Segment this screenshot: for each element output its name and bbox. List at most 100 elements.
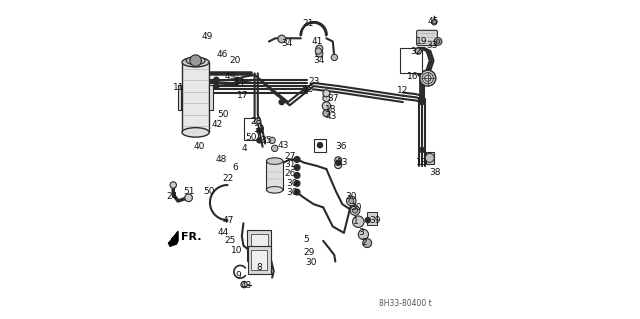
Text: 6: 6 <box>232 163 237 172</box>
Circle shape <box>190 55 202 66</box>
Circle shape <box>271 145 278 152</box>
Bar <box>367 212 377 225</box>
Text: 38: 38 <box>429 168 440 177</box>
Circle shape <box>365 218 371 223</box>
Circle shape <box>316 48 321 54</box>
Bar <box>252 249 268 271</box>
Circle shape <box>294 157 300 162</box>
Text: 30: 30 <box>287 179 298 188</box>
Text: 9: 9 <box>235 271 241 280</box>
Text: 50: 50 <box>245 133 257 142</box>
Text: 43: 43 <box>326 112 337 121</box>
Text: 18: 18 <box>325 105 337 114</box>
Circle shape <box>434 38 442 45</box>
Text: 1: 1 <box>353 217 358 226</box>
Ellipse shape <box>266 158 283 164</box>
Bar <box>178 85 181 110</box>
Text: 37: 37 <box>327 94 339 103</box>
Circle shape <box>294 181 300 186</box>
Text: 21: 21 <box>302 19 314 28</box>
Circle shape <box>294 189 300 195</box>
Text: 8H33-80400 t: 8H33-80400 t <box>379 299 432 308</box>
Text: 25: 25 <box>225 236 236 245</box>
Bar <box>182 62 209 132</box>
Circle shape <box>323 110 330 117</box>
Circle shape <box>420 70 436 86</box>
Text: 43: 43 <box>277 141 289 150</box>
Circle shape <box>255 118 261 124</box>
Circle shape <box>214 84 219 89</box>
Circle shape <box>353 208 358 213</box>
Circle shape <box>269 137 275 144</box>
Circle shape <box>420 100 424 105</box>
Text: 12: 12 <box>397 86 408 95</box>
Circle shape <box>170 182 177 188</box>
Text: 15: 15 <box>303 85 315 94</box>
Text: 30: 30 <box>346 192 357 201</box>
Circle shape <box>358 229 369 240</box>
Circle shape <box>350 206 360 215</box>
Text: 50: 50 <box>217 110 228 119</box>
Circle shape <box>316 45 323 52</box>
Text: 50: 50 <box>204 187 215 196</box>
Text: 4: 4 <box>241 144 247 153</box>
Bar <box>266 161 283 190</box>
Text: 32: 32 <box>410 47 421 56</box>
Ellipse shape <box>182 128 209 137</box>
Bar <box>209 85 213 110</box>
Text: 33: 33 <box>426 41 438 50</box>
Circle shape <box>278 35 285 43</box>
Text: 36: 36 <box>335 142 346 151</box>
Bar <box>314 139 326 152</box>
Circle shape <box>346 196 356 206</box>
Text: 16: 16 <box>407 72 419 81</box>
Circle shape <box>322 102 330 110</box>
Text: 43: 43 <box>240 281 252 290</box>
Text: 17: 17 <box>237 91 248 100</box>
Text: 22: 22 <box>222 174 233 183</box>
FancyBboxPatch shape <box>417 30 437 46</box>
Text: 44: 44 <box>217 228 228 237</box>
Text: FR.: FR. <box>181 232 202 242</box>
Text: 19: 19 <box>417 37 428 46</box>
Text: 3: 3 <box>358 228 364 237</box>
Circle shape <box>331 54 337 61</box>
Text: 13: 13 <box>417 158 428 167</box>
Text: 30: 30 <box>305 258 317 267</box>
Text: 23: 23 <box>308 77 319 86</box>
Circle shape <box>214 77 219 82</box>
Polygon shape <box>168 231 178 246</box>
Ellipse shape <box>186 56 205 64</box>
Text: 28: 28 <box>250 117 261 126</box>
Circle shape <box>335 157 342 164</box>
Bar <box>244 118 258 140</box>
Text: 49: 49 <box>202 32 213 41</box>
Text: 27: 27 <box>284 152 296 161</box>
Text: 46: 46 <box>217 50 228 59</box>
Text: 5: 5 <box>303 235 309 244</box>
Text: 34: 34 <box>314 56 325 65</box>
Text: 34: 34 <box>281 39 292 48</box>
Text: 51: 51 <box>184 187 195 196</box>
Circle shape <box>323 90 330 97</box>
Text: 39: 39 <box>369 216 381 225</box>
Text: 41: 41 <box>311 37 323 46</box>
Text: 14: 14 <box>234 78 245 87</box>
Circle shape <box>257 128 262 133</box>
Text: 49: 49 <box>225 72 236 81</box>
Text: 42: 42 <box>212 120 223 129</box>
Circle shape <box>316 50 323 57</box>
Circle shape <box>431 20 436 25</box>
Ellipse shape <box>266 187 283 193</box>
Circle shape <box>323 95 330 101</box>
Text: 30: 30 <box>287 189 298 197</box>
Circle shape <box>363 239 372 248</box>
Text: 10: 10 <box>230 246 242 255</box>
Text: 8: 8 <box>256 263 262 272</box>
Circle shape <box>353 216 364 227</box>
Text: 47: 47 <box>223 216 234 225</box>
Bar <box>248 230 271 261</box>
Text: 48: 48 <box>216 155 227 164</box>
Text: 31: 31 <box>284 160 296 169</box>
Text: 2: 2 <box>362 238 367 247</box>
